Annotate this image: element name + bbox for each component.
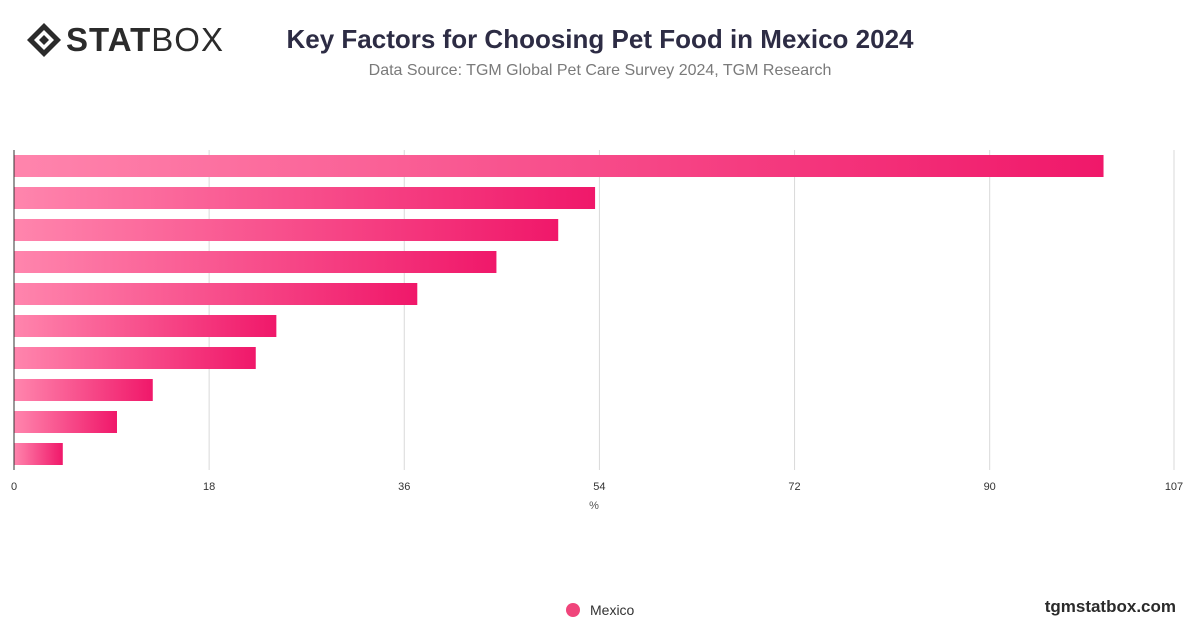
logo-text-light: BOX (151, 21, 224, 58)
x-tick-label: 90 (984, 481, 996, 493)
logo-text-bold: STAT (66, 21, 152, 58)
bar[interactable] (14, 315, 277, 337)
x-tick-label: 72 (788, 481, 800, 493)
bars (14, 155, 1104, 465)
bar[interactable] (14, 379, 153, 401)
x-tick-label: 0 (11, 481, 17, 493)
bar[interactable] (14, 411, 117, 433)
bar[interactable] (14, 283, 418, 305)
x-tick-label: 54 (593, 481, 605, 493)
legend[interactable]: Mexico (566, 602, 634, 618)
statbox-diamond-icon (27, 23, 61, 57)
logo-wordmark: STATBOX (66, 22, 224, 58)
grid-lines (208, 150, 1175, 470)
bar[interactable] (14, 219, 559, 241)
tick-labels: 0 18 36 54 72 90 107 (11, 481, 1183, 493)
x-tick-label: 107 (1165, 481, 1183, 493)
legend-marker (566, 603, 580, 617)
bar[interactable] (14, 155, 1104, 177)
x-axis-label: % (589, 500, 599, 512)
bar[interactable] (14, 347, 256, 369)
bar[interactable] (14, 187, 596, 209)
chart-title: Key Factors for Choosing Pet Food in Mex… (286, 24, 914, 54)
statbox-logo: STATBOX (26, 22, 224, 58)
x-tick-label: 36 (398, 481, 410, 493)
legend-label-mexico: Mexico (590, 602, 635, 618)
x-tick-label: 18 (203, 481, 215, 493)
bar[interactable] (14, 251, 497, 273)
brand-footer: tgmstatbox.com (1044, 597, 1176, 616)
chart-subtitle: Data Source: TGM Global Pet Care Survey … (368, 62, 832, 79)
bar[interactable] (14, 443, 63, 465)
